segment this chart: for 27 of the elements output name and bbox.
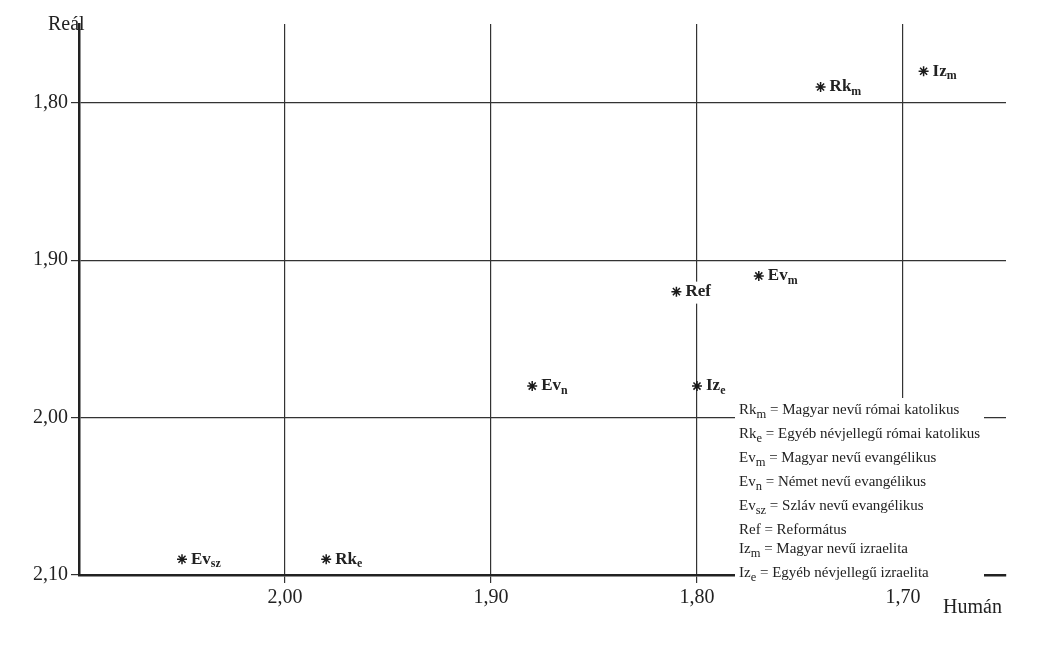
point — [814, 81, 827, 93]
annotation: Rk$_{e}$ = Egyéb névjellegű római katolikus — [739, 424, 981, 447]
annotation: Ev$_{n}$ = Német nevű evangélikus — [739, 472, 928, 495]
annotation: Ev$_{sz}$ = Szláv nevű evangélikus — [739, 496, 925, 519]
point — [320, 553, 332, 566]
point — [670, 285, 683, 298]
y-tick-label: 2,00 — [33, 404, 68, 427]
y-tick-label: 1,90 — [33, 247, 68, 270]
point — [526, 380, 538, 392]
x-tick-label: 1,80 — [679, 585, 715, 608]
x-axis-title: Humán — [943, 595, 1003, 617]
x-tick-label: 1,70 — [885, 585, 921, 608]
annotation: Ref = Református — [739, 520, 848, 539]
point — [176, 553, 188, 566]
point — [691, 380, 703, 392]
annotation: Iz$_{m}$ = Magyar nevű izraelita — [739, 539, 909, 562]
x-tick-label: 2,00 — [267, 585, 303, 608]
point — [917, 65, 930, 77]
annotation: Rk$_{m}$ = Magyar nevű római katolikus — [739, 400, 961, 423]
y-axis-title: Reál — [48, 12, 86, 34]
x-tick-label: 1,90 — [473, 585, 509, 608]
annotation: Ev$_{m}$ = Magyar nevű evangélikus — [739, 448, 938, 471]
annotation: Iz$_{e}$ = Egyéb névjellegű izraelita — [739, 563, 930, 586]
y-tick-label: 2,10 — [33, 562, 68, 585]
y-tick-label: 1,80 — [33, 89, 68, 112]
point — [753, 270, 765, 282]
annotation: Ref — [685, 281, 712, 301]
